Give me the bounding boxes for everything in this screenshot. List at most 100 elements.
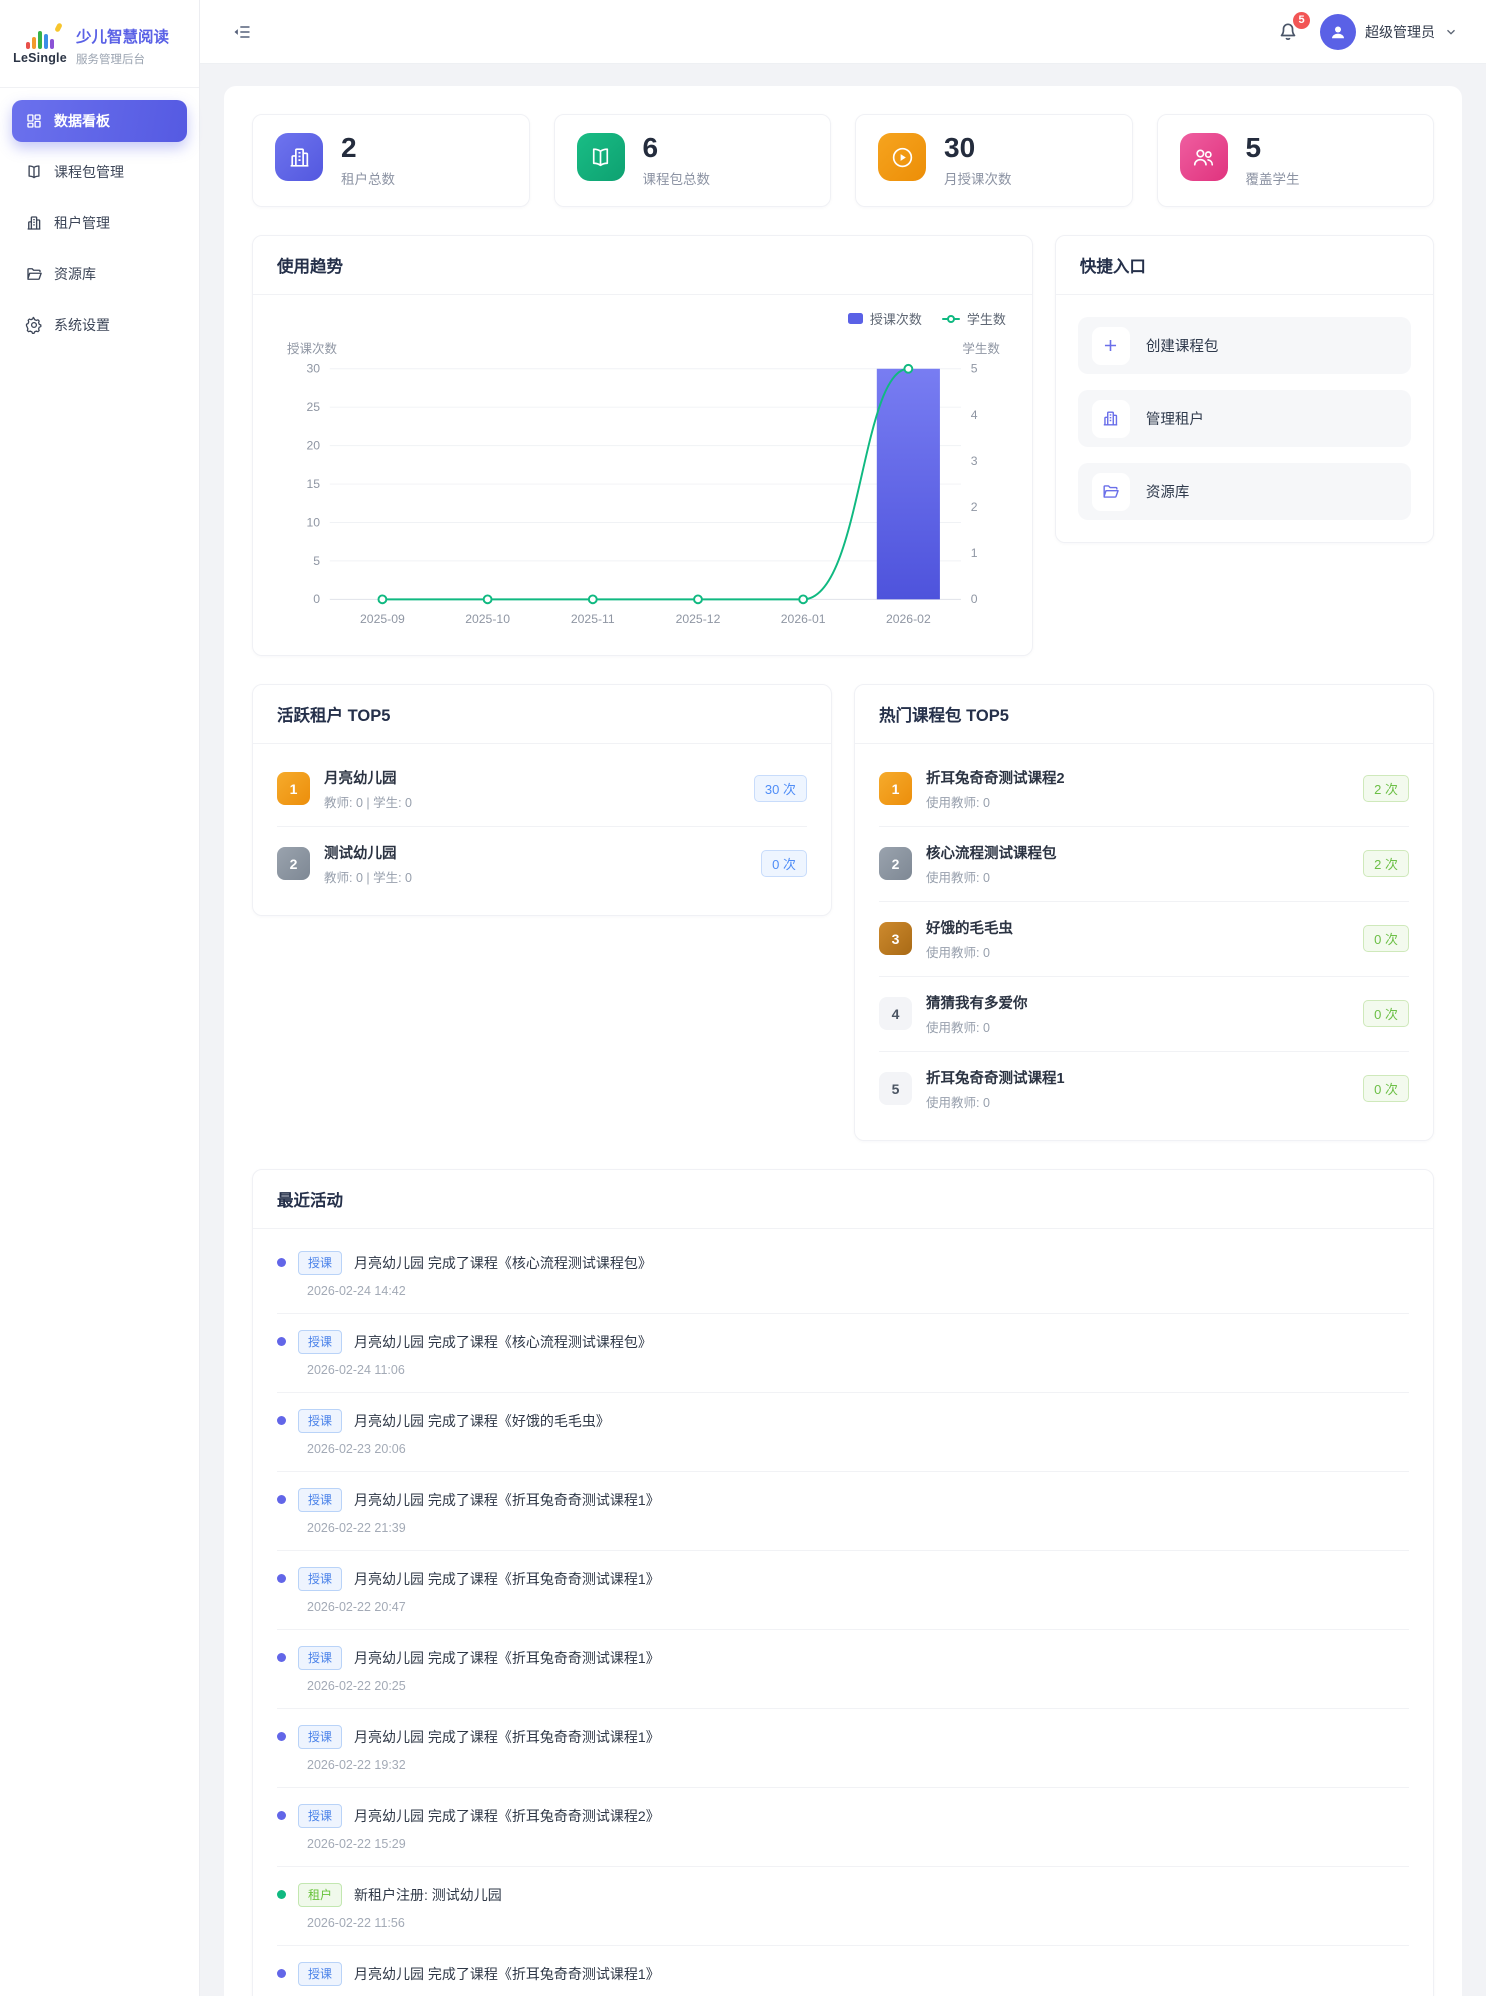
svg-text:2025-09: 2025-09: [360, 612, 405, 626]
rank-badge: 4: [879, 997, 912, 1031]
svg-text:2025-12: 2025-12: [676, 612, 721, 626]
quick-manage-tenants-button[interactable]: 管理租户: [1077, 390, 1411, 448]
svg-text:0: 0: [971, 593, 978, 607]
activity-type-badge: 租户: [298, 1882, 343, 1907]
folder-icon: [1103, 485, 1120, 499]
logo: LeSingle 少儿智慧阅读 服务管理后台: [0, 0, 199, 88]
activity-time: 2026-02-23 20:06: [307, 1441, 406, 1456]
activity-text: 月亮幼儿园 完成了课程《核心流程测试课程包》: [354, 1333, 652, 1350]
notification-badge: 5: [1293, 11, 1310, 29]
stat-value: 30: [944, 132, 976, 163]
play-icon: [892, 147, 912, 167]
sidebar-item-resources[interactable]: 资源库: [12, 253, 187, 295]
sidebar: LeSingle 少儿智慧阅读 服务管理后台 数据看板 课程包管理 租户管理: [0, 0, 200, 1996]
stat-card-packages: 6 课程包总数: [553, 114, 831, 208]
activity-text: 月亮幼儿园 完成了课程《好饿的毛毛虫》: [354, 1412, 610, 1429]
activity-list: 授课 月亮幼儿园 完成了课程《核心流程测试课程包》 2026-02-24 14:42…: [253, 1229, 1433, 1996]
activity-dot-icon: [277, 1258, 286, 1268]
svg-text:10: 10: [306, 516, 320, 530]
use-count-badge: 0 次: [1363, 1000, 1409, 1028]
use-count-badge: 2 次: [1363, 775, 1409, 803]
tenant-name: 月亮幼儿园: [324, 770, 397, 787]
activity-time: 2026-02-22 20:25: [307, 1678, 406, 1693]
activity-type-badge: 授课: [298, 1250, 343, 1275]
activity-item: 授课 月亮幼儿园 完成了课程《折耳兔奇奇测试课程1》 2026-02-22 21:3…: [277, 1472, 1409, 1551]
bell-icon: [1280, 22, 1296, 40]
notifications-button[interactable]: 5: [1276, 11, 1310, 45]
activity-time: 2026-02-22 19:32: [307, 1757, 406, 1772]
activity-type-badge: 授课: [298, 1803, 343, 1828]
svg-text:2025-11: 2025-11: [571, 612, 615, 626]
activity-time: 2026-02-21 20:19: [307, 1995, 1409, 1996]
sidebar-item-tenants[interactable]: 租户管理: [12, 202, 187, 244]
sidebar-item-label: 数据看板: [54, 113, 110, 129]
svg-text:3: 3: [971, 454, 978, 468]
tenant-row: 1 月亮幼儿园 教师: 0 | 学生: 0 30 次: [277, 752, 807, 827]
rank-badge: 2: [277, 847, 310, 881]
package-name: 核心流程测试课程包: [926, 845, 1057, 862]
legend-label: 授课次数: [869, 312, 922, 328]
building-icon: [27, 216, 41, 230]
right-axis-name: 学生数: [962, 342, 1000, 357]
building-icon: [1104, 411, 1118, 426]
svg-text:4: 4: [971, 408, 978, 422]
legend-item-students[interactable]: 学生数: [941, 309, 1006, 328]
activity-dot-icon: [277, 1969, 286, 1979]
tenant-row: 2 测试幼儿园 教师: 0 | 学生: 0 0 次: [277, 827, 807, 901]
package-row: 2 核心流程测试课程包 使用教师: 0 2 次: [879, 827, 1409, 902]
package-name: 好饿的毛毛虫: [926, 920, 1013, 937]
activity-text: 月亮幼儿园 完成了课程《折耳兔奇奇测试课程1》: [354, 1965, 660, 1982]
dashboard-grid-icon: [27, 114, 41, 128]
legend-item-lessons[interactable]: 授课次数: [847, 309, 922, 328]
package-meta: 使用教师: 0: [926, 795, 990, 810]
package-meta: 使用教师: 0: [926, 1095, 990, 1110]
activity-time: 2026-02-22 15:29: [307, 1836, 406, 1851]
sidebar-item-label: 租户管理: [54, 215, 110, 231]
quick-create-package-button[interactable]: 创建课程包: [1077, 317, 1411, 375]
activity-item: 授课 月亮幼儿园 完成了课程《好饿的毛毛虫》 2026-02-23 20:06: [277, 1393, 1409, 1472]
package-name: 折耳兔奇奇测试课程2: [926, 770, 1065, 787]
brand-name: LeSingle: [13, 50, 67, 65]
card-title: 使用趋势: [253, 236, 1032, 296]
sidebar-item-dashboard[interactable]: 数据看板: [12, 100, 187, 142]
package-name: 猜猜我有多爱你: [926, 995, 1028, 1012]
stat-label: 月授课次数: [944, 172, 1012, 188]
stat-card-monthly-lessons: 30 月授课次数: [855, 114, 1133, 208]
svg-text:5: 5: [971, 362, 978, 376]
activity-text: 月亮幼儿园 完成了课程《折耳兔奇奇测试课程1》: [354, 1491, 660, 1508]
recent-activity-card: 最近活动 授课 月亮幼儿园 完成了课程《核心流程测试课程包》 2026-02-24 …: [252, 1168, 1434, 1996]
stat-value: 5: [1245, 132, 1262, 163]
user-name: 超级管理员: [1365, 23, 1435, 40]
quick-resources-button[interactable]: 资源库: [1077, 463, 1411, 521]
quick-label: 创建课程包: [1145, 339, 1219, 356]
lesson-count-badge: 0 次: [761, 850, 807, 878]
stat-label: 租户总数: [341, 172, 395, 188]
activity-type-badge: 授课: [298, 1487, 343, 1512]
rank-badge: 1: [277, 772, 310, 806]
activity-item: 授课 月亮幼儿园 完成了课程《核心流程测试课程包》 2026-02-24 14:42: [277, 1235, 1409, 1314]
activity-text: 月亮幼儿园 完成了课程《折耳兔奇奇测试课程1》: [354, 1570, 660, 1587]
activity-type-badge: 授课: [298, 1408, 343, 1433]
rank-badge: 3: [879, 922, 912, 956]
svg-text:1: 1: [971, 547, 978, 561]
use-count-badge: 2 次: [1363, 850, 1409, 878]
book-icon: [28, 165, 40, 179]
activity-text: 月亮幼儿园 完成了课程《核心流程测试课程包》: [354, 1254, 652, 1271]
svg-text:15: 15: [306, 477, 320, 491]
svg-text:2026-02: 2026-02: [886, 612, 931, 626]
activity-type-badge: 授课: [298, 1961, 343, 1986]
sidebar-item-settings[interactable]: 系统设置: [12, 304, 187, 346]
user-menu[interactable]: 超级管理员: [1320, 13, 1458, 50]
svg-text:30: 30: [306, 362, 320, 376]
menu-fold-icon: [234, 25, 250, 38]
use-count-badge: 0 次: [1363, 925, 1409, 953]
activity-text: 月亮幼儿园 完成了课程《折耳兔奇奇测试课程1》: [354, 1728, 660, 1745]
sidebar-collapse-button[interactable]: [228, 18, 256, 46]
activity-time: 2026-02-22 20:47: [307, 1599, 406, 1614]
svg-text:5: 5: [313, 554, 320, 568]
activity-item: 授课 月亮幼儿园 完成了课程《核心流程测试课程包》 2026-02-24 11:06: [277, 1314, 1409, 1393]
plus-icon: [1105, 340, 1117, 352]
stat-label: 覆盖学生: [1245, 172, 1300, 188]
activity-text: 月亮幼儿园 完成了课程《折耳兔奇奇测试课程1》: [354, 1649, 660, 1666]
sidebar-item-course-packages[interactable]: 课程包管理: [12, 151, 187, 193]
